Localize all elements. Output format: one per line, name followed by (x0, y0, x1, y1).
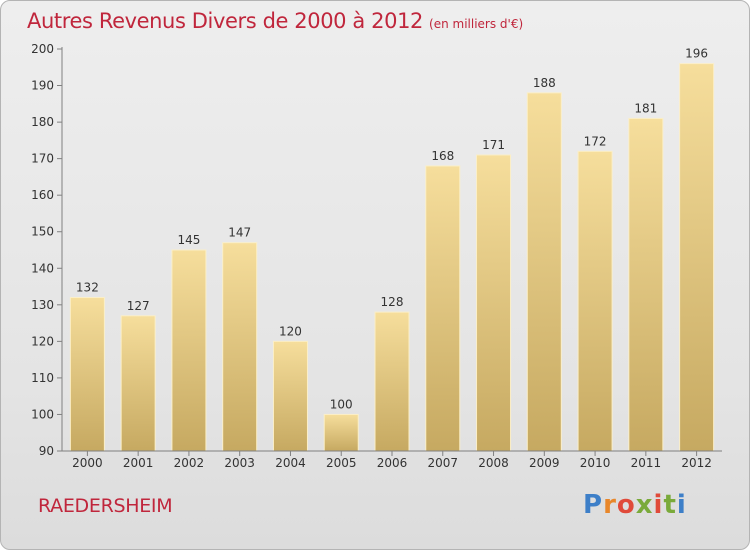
bar-2004 (272, 340, 308, 452)
bar-2002 (171, 249, 207, 452)
chart-subtitle: (en milliers d'€) (429, 17, 524, 31)
data-label: 196 (685, 47, 708, 61)
data-label: 127 (127, 299, 150, 313)
data-label: 132 (76, 281, 99, 295)
chart-title-block: Autres Revenus Divers de 2000 à 2012 (en … (27, 9, 523, 33)
bar-2003 (222, 242, 258, 452)
y-tick-label: 110 (31, 371, 54, 385)
y-tick-label: 140 (31, 261, 54, 275)
bar-series: 132 127 145 147 120 100 128 168 171 188 172 181 196 (69, 47, 715, 452)
y-tick-label: 130 (31, 298, 54, 312)
data-label: 120 (279, 324, 302, 338)
x-tick-label: 2009 (529, 456, 560, 470)
y-tick-label: 100 (31, 407, 54, 421)
bar-2000 (69, 297, 105, 452)
x-tick-label: 2004 (275, 456, 306, 470)
data-label: 100 (330, 397, 353, 411)
chart-axes: 2000 2001 2002 2003 2004 2005 2006 2007 2008 2009… (31, 42, 722, 470)
chart-title: Autres Revenus Divers de 2000 à 2012 (27, 9, 424, 33)
bar-2001 (120, 315, 156, 452)
y-tick-label: 190 (31, 79, 54, 93)
bar-2009 (526, 92, 562, 452)
data-label: 188 (533, 76, 556, 90)
x-tick-label: 2010 (580, 456, 611, 470)
y-tick-label: 120 (31, 334, 54, 348)
x-tick-label: 2007 (427, 456, 458, 470)
x-tick-label: 2008 (478, 456, 509, 470)
data-label: 171 (482, 138, 505, 152)
data-label: 128 (381, 295, 404, 309)
y-tick-label: 200 (31, 42, 54, 56)
x-tick-label: 2011 (631, 456, 662, 470)
bar-2008 (476, 154, 512, 452)
y-tick-label: 150 (31, 225, 54, 239)
data-label: 145 (177, 233, 200, 247)
data-label: 172 (584, 134, 607, 148)
bar-2011 (628, 117, 664, 452)
x-tick-label: 2002 (174, 456, 205, 470)
y-tick-label: 180 (31, 115, 54, 129)
proxiti-logo: Proxiti (583, 490, 687, 520)
y-tick-label: 90 (39, 444, 54, 458)
y-tick-label: 160 (31, 188, 54, 202)
bar-2010 (577, 150, 613, 452)
x-tick-label: 2006 (377, 456, 408, 470)
x-tick-label: 2005 (326, 456, 357, 470)
data-label: 181 (634, 101, 657, 115)
data-label: 147 (228, 226, 251, 240)
bar-2012 (679, 63, 715, 452)
x-tick-label: 2003 (224, 456, 255, 470)
data-label: 168 (431, 149, 454, 163)
y-tick-label: 170 (31, 152, 54, 166)
bar-2006 (374, 311, 410, 452)
x-tick-label: 2012 (681, 456, 712, 470)
bar-2005 (323, 413, 359, 452)
commune-name: RAEDERSHEIM (38, 495, 173, 517)
x-tick-label: 2000 (72, 456, 103, 470)
bar-2007 (425, 165, 461, 452)
x-tick-label: 2001 (123, 456, 154, 470)
